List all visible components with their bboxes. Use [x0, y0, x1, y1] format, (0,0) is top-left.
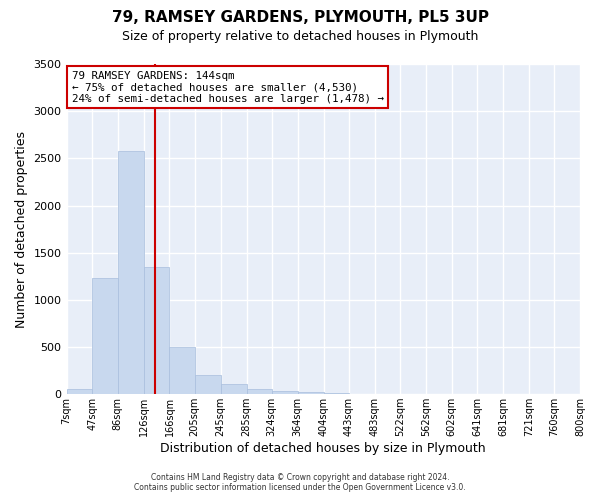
Text: 79, RAMSEY GARDENS, PLYMOUTH, PL5 3UP: 79, RAMSEY GARDENS, PLYMOUTH, PL5 3UP: [112, 10, 488, 25]
Bar: [118, 151, 143, 394]
Text: Contains HM Land Registry data © Crown copyright and database right 2024.
Contai: Contains HM Land Registry data © Crown c…: [134, 473, 466, 492]
Bar: [247, 389, 272, 394]
Bar: [221, 384, 247, 394]
Bar: [195, 376, 221, 394]
Bar: [92, 278, 118, 394]
Bar: [272, 391, 298, 394]
Y-axis label: Number of detached properties: Number of detached properties: [15, 130, 28, 328]
Bar: [143, 267, 169, 394]
Bar: [169, 347, 195, 394]
Bar: [67, 390, 92, 394]
Text: Size of property relative to detached houses in Plymouth: Size of property relative to detached ho…: [122, 30, 478, 43]
Text: 79 RAMSEY GARDENS: 144sqm
← 75% of detached houses are smaller (4,530)
24% of se: 79 RAMSEY GARDENS: 144sqm ← 75% of detac…: [71, 70, 383, 104]
Bar: [298, 392, 323, 394]
X-axis label: Distribution of detached houses by size in Plymouth: Distribution of detached houses by size …: [160, 442, 486, 455]
Bar: [323, 393, 349, 394]
